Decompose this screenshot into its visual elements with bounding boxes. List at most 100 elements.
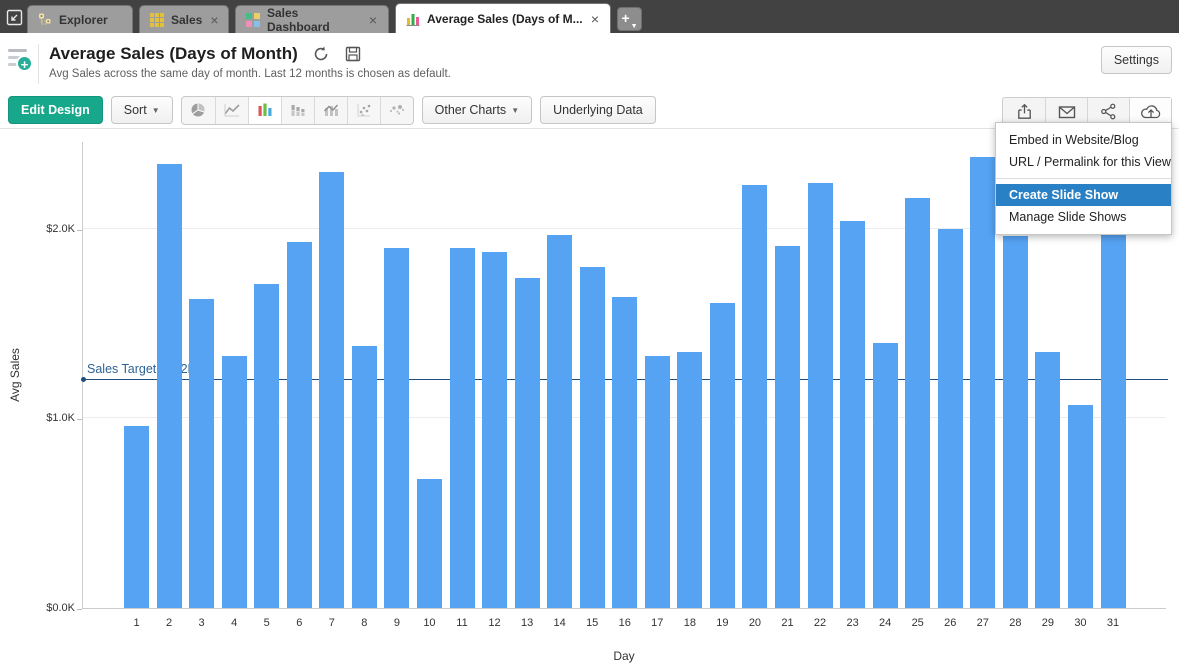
gridline bbox=[83, 227, 1166, 229]
bar-day-4[interactable] bbox=[221, 355, 247, 608]
x-axis-title: Day bbox=[613, 649, 635, 663]
y-tick-label: $2.0K bbox=[46, 222, 75, 235]
bar-day-12[interactable] bbox=[482, 251, 508, 608]
tab-sales-dashboard[interactable]: Sales Dashboard × bbox=[235, 5, 389, 34]
bar-day-6[interactable] bbox=[286, 242, 312, 608]
target-line-dot bbox=[81, 377, 86, 383]
menu-lines-icon bbox=[8, 49, 27, 52]
edit-design-button[interactable]: Edit Design bbox=[8, 96, 103, 124]
x-tick-label: 19 bbox=[716, 617, 729, 629]
bar-day-7[interactable] bbox=[319, 171, 345, 608]
bar-day-3[interactable] bbox=[189, 298, 215, 608]
scatter-chart-icon[interactable] bbox=[346, 96, 380, 124]
x-tick-label: 7 bbox=[328, 617, 335, 629]
menu-item-manage-slide-shows[interactable]: Manage Slide Shows bbox=[1009, 210, 1127, 224]
bar-chart-icon[interactable] bbox=[247, 96, 281, 124]
x-tick-label: 12 bbox=[488, 617, 501, 629]
chevron-down-icon: ▼ bbox=[151, 105, 160, 115]
x-tick-label: 17 bbox=[651, 617, 664, 629]
tab-label: Sales Dashboard bbox=[267, 5, 330, 34]
bubble-chart-icon[interactable] bbox=[379, 96, 413, 124]
menu-item-embed[interactable]: Embed in Website/Blog bbox=[1009, 133, 1139, 147]
bar-day-13[interactable] bbox=[514, 278, 540, 608]
email-icon[interactable] bbox=[1045, 98, 1087, 125]
bar-day-22[interactable] bbox=[807, 183, 833, 608]
export-icon[interactable] bbox=[1003, 98, 1045, 125]
x-tick-label: 2 bbox=[165, 617, 173, 629]
bar-day-18[interactable] bbox=[677, 352, 703, 608]
menu-item-create-slide-show[interactable]: Create Slide Show bbox=[996, 184, 1171, 206]
tab-label: Sales bbox=[171, 12, 203, 27]
add-plus-icon: + bbox=[16, 55, 33, 72]
bar-day-19[interactable] bbox=[709, 302, 735, 608]
refresh-icon[interactable] bbox=[312, 45, 330, 63]
publish-cloud-icon[interactable] bbox=[1129, 98, 1171, 125]
settings-button[interactable]: Settings bbox=[1100, 46, 1172, 74]
bar-day-17[interactable] bbox=[644, 355, 670, 608]
bar-day-11[interactable] bbox=[449, 247, 475, 608]
x-tick-label: 18 bbox=[683, 617, 696, 629]
bar-day-21[interactable] bbox=[775, 245, 800, 608]
x-tick-label: 20 bbox=[748, 617, 762, 629]
chart-type-group bbox=[180, 95, 414, 125]
y-tick-mark bbox=[77, 609, 82, 610]
bar-day-30[interactable] bbox=[1067, 405, 1093, 608]
bar-day-31[interactable] bbox=[1100, 219, 1126, 608]
x-tick-label: 15 bbox=[586, 617, 599, 629]
bar-day-9[interactable] bbox=[384, 247, 410, 608]
bar-day-15[interactable] bbox=[579, 266, 605, 608]
bar-day-25[interactable] bbox=[905, 198, 931, 608]
tab-sales[interactable]: Sales × bbox=[139, 5, 229, 33]
x-tick-label: 22 bbox=[813, 617, 827, 629]
dock-window-icon[interactable] bbox=[3, 6, 25, 28]
bar-day-26[interactable] bbox=[937, 228, 963, 608]
toolbar: Edit Design Sort ▼ Other Charts ▼ Underlyi… bbox=[0, 92, 1179, 129]
page-title: Average Sales (Days of Month) bbox=[49, 44, 298, 63]
sort-button[interactable]: Sort ▼ bbox=[110, 96, 173, 124]
close-icon[interactable]: × bbox=[210, 11, 219, 28]
bar-day-2[interactable] bbox=[156, 164, 182, 608]
close-icon[interactable]: × bbox=[368, 11, 377, 28]
bar-day-23[interactable] bbox=[840, 221, 866, 608]
x-tick-label: 4 bbox=[231, 617, 238, 629]
underlying-data-button[interactable]: Underlying Data bbox=[540, 96, 656, 124]
x-tick-label: 21 bbox=[781, 617, 794, 629]
explorer-tree-icon bbox=[38, 13, 52, 27]
bar-day-1[interactable] bbox=[124, 425, 149, 608]
bar-day-8[interactable] bbox=[351, 346, 377, 608]
x-tick-label: 28 bbox=[1009, 617, 1022, 629]
tab-explorer[interactable]: Explorer bbox=[27, 5, 133, 33]
bar-day-28[interactable] bbox=[1002, 236, 1028, 608]
bar-day-5[interactable] bbox=[254, 283, 280, 608]
new-tab-button[interactable]: + ▼ bbox=[617, 7, 642, 31]
bar-day-27[interactable] bbox=[970, 156, 996, 608]
x-tick-label: 24 bbox=[879, 617, 892, 629]
x-tick-label: 31 bbox=[1106, 617, 1120, 629]
chevron-down-icon: ▼ bbox=[511, 105, 520, 115]
bar-day-24[interactable] bbox=[872, 342, 898, 608]
browser-tab-strip: Explorer Sales × Sales Dashboard × Avera… bbox=[0, 0, 1179, 34]
x-tick-label: 25 bbox=[911, 617, 924, 629]
line-chart-icon[interactable] bbox=[214, 96, 248, 124]
sort-label: Sort bbox=[123, 103, 147, 117]
bar-day-14[interactable] bbox=[547, 234, 573, 608]
bar-day-20[interactable] bbox=[742, 185, 768, 608]
x-tick-label: 13 bbox=[520, 617, 534, 629]
pie-chart-icon[interactable] bbox=[182, 97, 215, 124]
save-icon[interactable] bbox=[344, 45, 362, 63]
explorer-add-toggle[interactable]: + bbox=[8, 48, 34, 76]
menu-item-permalink[interactable]: URL / Permalink for this View bbox=[1009, 155, 1171, 169]
close-icon[interactable]: × bbox=[590, 10, 599, 27]
x-tick-label: 5 bbox=[263, 617, 270, 629]
share-icon[interactable] bbox=[1087, 98, 1129, 125]
x-tick-label: 8 bbox=[361, 617, 368, 629]
stacked-bar-icon[interactable] bbox=[280, 96, 314, 124]
tab-average-sales[interactable]: Average Sales (Days of M... × bbox=[395, 3, 611, 33]
bar-day-29[interactable] bbox=[1035, 352, 1061, 608]
combo-chart-icon[interactable] bbox=[313, 96, 347, 124]
grid-table-icon bbox=[150, 12, 164, 27]
bar-day-16[interactable] bbox=[612, 297, 638, 608]
bar-day-10[interactable] bbox=[416, 479, 442, 608]
other-charts-button[interactable]: Other Charts ▼ bbox=[421, 96, 533, 124]
view-header: + Average Sales (Days of Month) Avg Sale… bbox=[0, 33, 1179, 92]
